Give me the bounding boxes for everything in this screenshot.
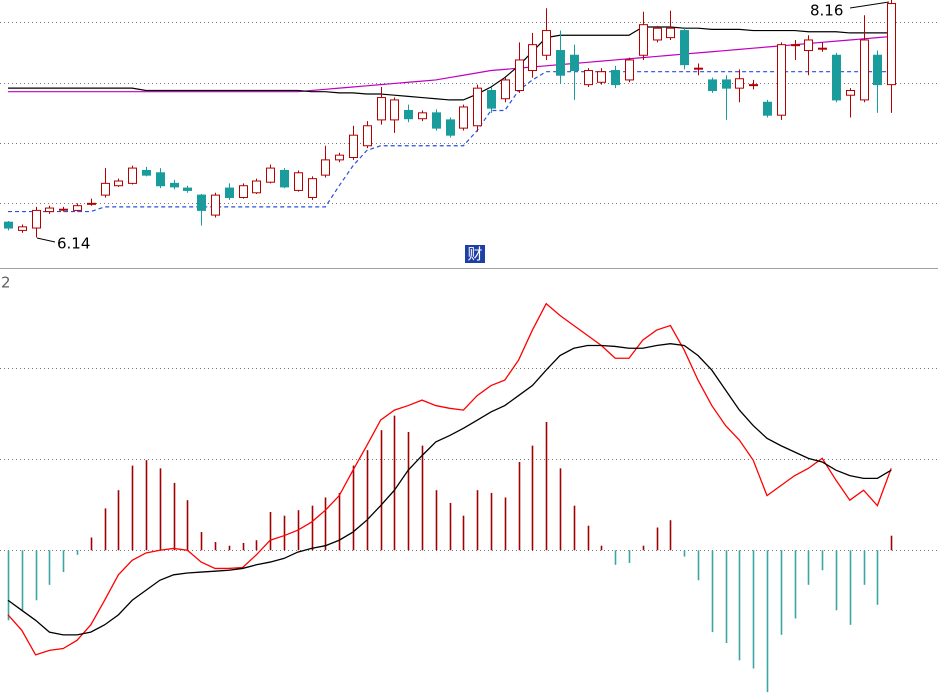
candle-body [45,207,54,213]
candle-body [804,39,813,52]
candle-body [142,169,151,176]
candle-body [653,27,662,41]
candle-body [459,106,468,129]
candle-body [708,79,717,92]
candle-body [501,79,510,100]
candle-body [749,84,758,87]
candle-body [528,44,537,72]
candle-body [860,39,869,101]
candle-body [363,125,372,147]
candle-body [487,90,496,109]
candle-body [666,27,675,39]
candle-body [32,209,41,229]
low-arrow [36,237,56,243]
candle-body [570,54,579,72]
candle-body [390,99,399,121]
overlay-line [8,71,892,213]
candle-body [404,109,413,120]
panel-label: 2 [1,274,11,292]
candle-body [694,67,703,70]
candle-body [183,187,192,191]
candle-body [556,50,565,76]
candle-body [59,208,68,211]
candle-body [266,167,275,183]
candle-body [763,101,772,116]
candle-body [211,194,220,216]
candle-body [170,182,179,188]
candle-body [335,154,344,161]
candle-body [832,54,841,101]
candle-body [473,87,482,127]
candle-body [432,112,441,129]
candle-body [639,24,648,56]
candle-body [791,44,800,47]
candle-body [722,79,731,89]
candle-body [4,221,13,229]
candle-body [294,172,303,191]
macd-line [7,343,892,636]
candle-body [128,167,137,184]
candle-body [542,30,551,56]
candle-body [377,97,386,121]
candle-body [225,187,234,198]
candle-body [239,185,248,198]
candle-body [73,205,82,211]
candle-body [252,180,261,194]
candle-body [777,44,786,116]
candle-body [446,119,455,136]
candle-body [597,71,606,83]
finance-icon-label[interactable]: 财 [467,245,482,263]
candle-body [611,70,620,86]
candle-body [625,59,634,81]
candle-body [87,202,96,205]
overlay-line [8,26,892,101]
candle-body [680,30,689,66]
high-annotation: 8.16 [810,2,843,20]
candle-body [308,178,317,198]
candle-body [584,70,593,86]
candle-body [418,112,427,120]
candle-body [101,182,110,196]
high-arrow [849,1,890,9]
macd-line [7,302,892,656]
candle-body [156,172,165,187]
candle-body [280,169,289,188]
candle-body [321,159,330,176]
candle-body [515,59,524,92]
candle-body [735,78,744,89]
overlay-line [8,35,892,93]
candle-body [887,3,896,86]
candle-body [349,134,358,159]
finance-icon[interactable] [465,245,485,263]
candle-body [18,226,27,231]
candle-body [873,54,882,86]
low-annotation: 6.14 [57,235,90,253]
candle-body [114,180,123,187]
candle-body [197,194,206,211]
candle-body [818,47,827,50]
candle-body [846,90,855,96]
